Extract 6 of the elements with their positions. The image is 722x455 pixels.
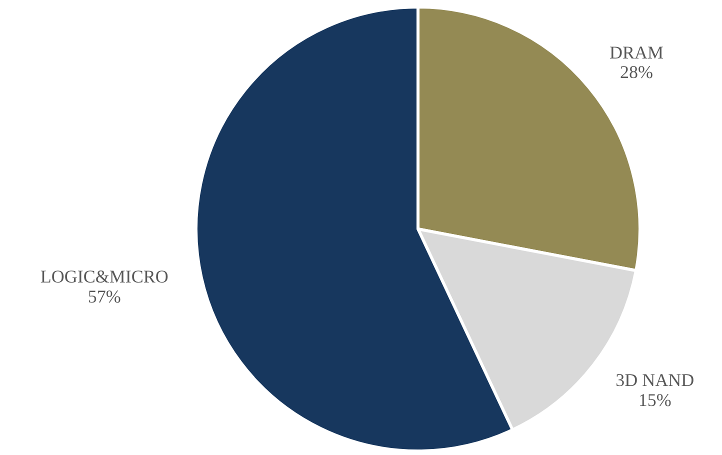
data-label: 57%	[88, 286, 121, 306]
slice-label: LOGIC&MICRO	[40, 266, 168, 287]
slice-label: 3D NAND	[616, 370, 694, 390]
data-label: 28%	[620, 62, 653, 82]
slice-label: DRAM	[609, 42, 664, 62]
data-label: 15%	[638, 390, 672, 410]
